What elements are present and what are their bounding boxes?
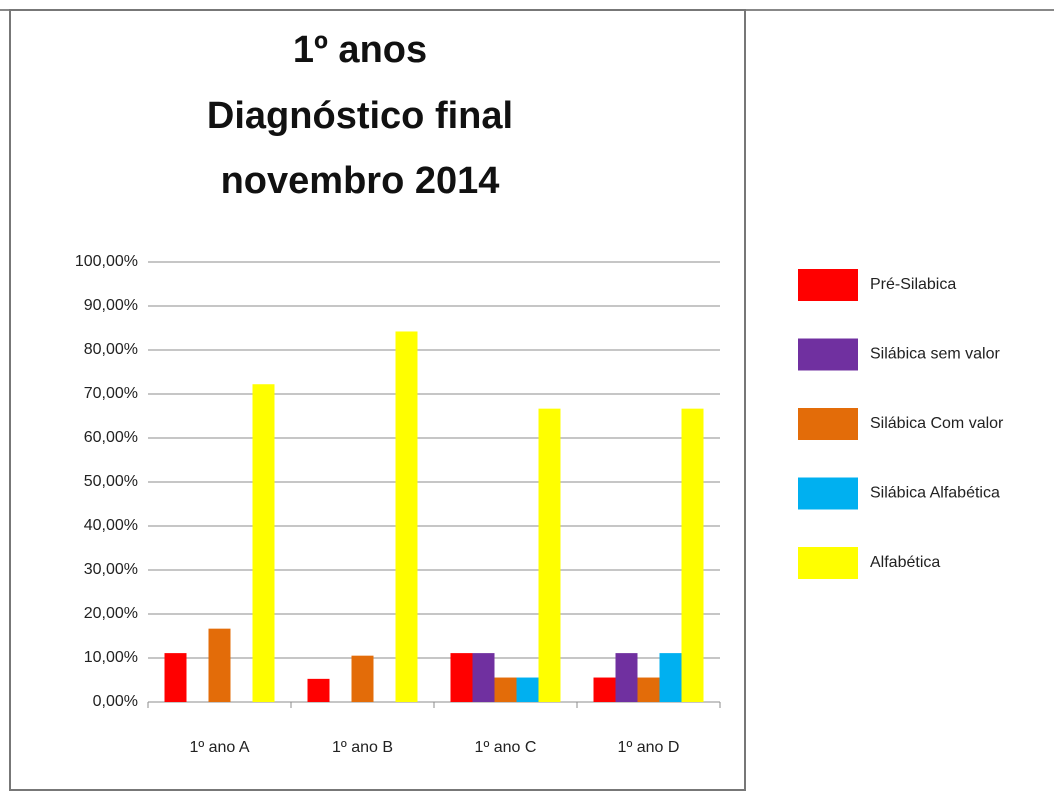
legend-swatch: [798, 477, 858, 510]
y-tick-label: 10,00%: [84, 649, 138, 666]
bar: [494, 677, 517, 702]
y-tick-label: 50,00%: [84, 473, 138, 490]
bar: [450, 653, 473, 702]
legend-swatch: [798, 269, 858, 301]
y-tick-label: 80,00%: [84, 341, 138, 358]
bar: [659, 653, 682, 702]
legend-swatch: [798, 547, 858, 579]
y-tick-label: 60,00%: [84, 429, 138, 446]
bar: [538, 408, 561, 702]
bar: [395, 331, 418, 702]
chart-title: novembro 2014: [221, 160, 500, 202]
y-tick-label: 20,00%: [84, 605, 138, 622]
legend-swatch: [798, 408, 858, 440]
bar: [681, 408, 704, 702]
bar: [164, 653, 187, 702]
y-tick-label: 0,00%: [93, 693, 138, 710]
bar: [307, 678, 330, 702]
x-tick-label: 1º ano D: [618, 739, 680, 756]
x-tick-label: 1º ano B: [332, 739, 393, 756]
x-tick-label: 1º ano C: [475, 739, 537, 756]
legend-label: Silábica Alfabética: [870, 485, 1000, 502]
bar: [637, 677, 660, 702]
legend-label: Pré-Silabica: [870, 276, 956, 293]
bar: [593, 677, 616, 702]
legend-label: Silábica sem valor: [870, 346, 1001, 363]
bar: [252, 384, 275, 702]
y-tick-label: 100,00%: [75, 253, 138, 270]
y-tick-label: 40,00%: [84, 517, 138, 534]
bar: [208, 628, 231, 702]
chart-title: Diagnóstico final: [207, 95, 513, 137]
x-tick-label: 1º ano A: [189, 739, 249, 756]
bar: [615, 653, 638, 702]
y-tick-label: 70,00%: [84, 385, 138, 402]
chart-title: 1º anos: [293, 29, 427, 71]
bar: [516, 677, 539, 702]
legend-label: Alfabética: [870, 554, 940, 571]
y-tick-label: 90,00%: [84, 297, 138, 314]
legend-swatch: [798, 338, 858, 371]
legend-label: Silábica Com valor: [870, 415, 1004, 432]
y-tick-label: 30,00%: [84, 561, 138, 578]
bar: [351, 655, 374, 702]
bar: [472, 653, 495, 702]
